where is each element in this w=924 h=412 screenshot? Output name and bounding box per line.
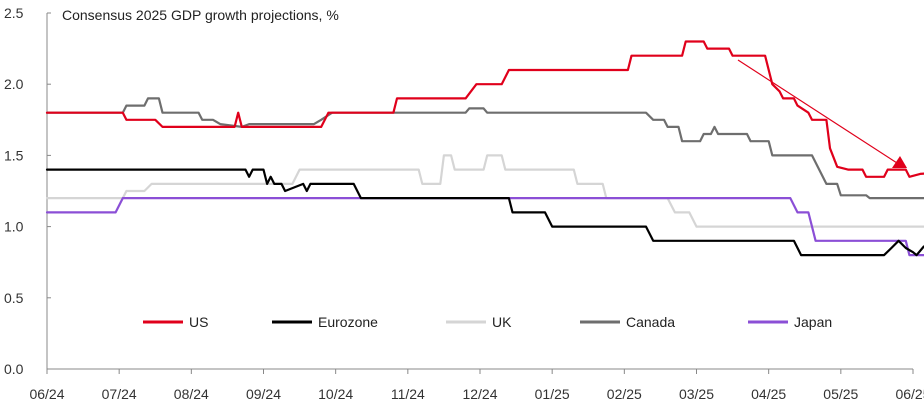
trend-arrow-line [737, 59, 898, 164]
series-line-canada [45, 97, 924, 200]
series-line-eurozone [45, 168, 924, 257]
y-tick-label: 0.5 [4, 290, 24, 306]
axes: 0.0 0.5 1.0 1.5 2.0 2.5 06/24 07/24 08/24 09/24 10… [4, 5, 924, 402]
chart-title: Consensus 2025 GDP growth projections, % [62, 7, 339, 23]
x-tick-label: 02/25 [607, 386, 642, 402]
x-tick-label: 03/25 [679, 386, 714, 402]
series-lines [45, 40, 924, 257]
x-tick-label: 05/25 [823, 386, 858, 402]
y-tick-label: 2.5 [4, 5, 24, 21]
x-tick-label: 04/25 [751, 386, 786, 402]
legend-label-us: US [189, 314, 208, 330]
x-tick-label: 10/24 [318, 386, 353, 402]
legend-label-uk: UK [492, 314, 512, 330]
x-tick-label: 12/24 [462, 386, 497, 402]
series-line-uk [45, 154, 924, 228]
x-tick-label: 06/24 [29, 386, 64, 402]
x-tick-label: 06/25 [895, 386, 924, 402]
y-tick-label: 2.0 [4, 76, 24, 92]
x-tick-label: 07/24 [102, 386, 137, 402]
x-tick-label: 08/24 [174, 386, 209, 402]
y-tick-label: 1.0 [4, 219, 24, 235]
y-tick-label: 1.5 [4, 147, 24, 163]
trend-arrow-head [892, 156, 907, 168]
x-tick-label: 09/24 [246, 386, 281, 402]
legend: US Eurozone UK Canada Japan [143, 314, 832, 330]
y-tick-label: 0.0 [4, 361, 24, 377]
trend-arrow [737, 59, 907, 168]
series-line-us [45, 40, 924, 178]
x-tick-label: 11/24 [391, 386, 425, 402]
x-tick-label: 01/25 [535, 386, 570, 402]
legend-label-japan: Japan [794, 314, 832, 330]
legend-label-canada: Canada [626, 314, 675, 330]
legend-label-eurozone: Eurozone [318, 314, 378, 330]
